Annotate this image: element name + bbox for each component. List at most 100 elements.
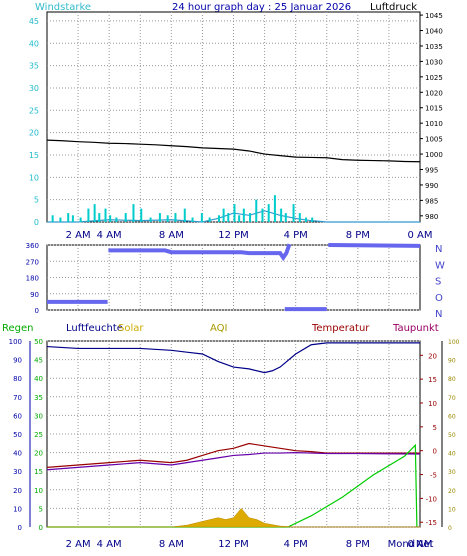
chart3-ytick-temp: -10 xyxy=(426,495,437,503)
chart3-ytick-humidity: 100 xyxy=(9,338,22,346)
chart3-ytick-temp: 15 xyxy=(428,376,437,384)
wind-gust-bar xyxy=(311,217,314,222)
chart3-ytick-rain: 10 xyxy=(34,487,43,495)
chart3-xtick: 8 PM xyxy=(346,539,370,550)
chart3-ytick-humidity: 10 xyxy=(13,505,22,513)
wind-gust-bar xyxy=(87,208,90,222)
wind-gust-bar xyxy=(174,213,177,222)
legend-item: Temperatur xyxy=(311,323,370,334)
chart1-xtick: 8 AM xyxy=(159,230,184,241)
chart2-compass-label: N xyxy=(435,309,442,320)
wind-gust-bar xyxy=(273,195,276,222)
chart1-xtick: 4 AM xyxy=(97,230,122,241)
chart1-ytick-right: 995 xyxy=(425,167,438,175)
chart3-ytick-solar: 0 xyxy=(448,525,452,532)
wind-gust-bar xyxy=(267,204,270,222)
chart3-ytick-rain: 45 xyxy=(34,357,43,365)
wind-gust-bar xyxy=(217,215,220,222)
chart1-xtick: 0 AM xyxy=(407,230,432,241)
chart3-xtick: 2 AM xyxy=(66,539,91,550)
legend-item: Taupunkt xyxy=(392,323,439,334)
chart2-compass-label: W xyxy=(435,260,445,271)
chart3-ytick-humidity: 90 xyxy=(13,357,22,365)
chart3-ytick-humidity: 60 xyxy=(13,412,22,420)
wind-gust-bar xyxy=(79,217,82,222)
chart1-plot: 45 40 35 30 25 20 15 10 5 0 1045 1040 1035 1030 1025 10… xyxy=(29,11,443,241)
chart1-ytick-right: 985 xyxy=(425,197,438,205)
chart3-ytick-rain: 20 xyxy=(34,450,43,458)
chart3-ytick-temp: -15 xyxy=(426,519,437,527)
chart1-ytick-right: 1045 xyxy=(425,12,443,20)
chart3-ytick-solar: 80 xyxy=(448,376,456,383)
chart3-xtick: 12 PM xyxy=(218,539,249,550)
chart3-xtick: 0 AM xyxy=(407,539,432,550)
chart1-ytick-right: 990 xyxy=(425,182,438,190)
wind-gust-bar xyxy=(51,215,54,222)
chart1-xtick: 12 PM xyxy=(218,230,249,241)
wind-gust-bar xyxy=(109,215,112,222)
chart3-ytick-solar: 70 xyxy=(448,395,456,402)
wind-gust-bar xyxy=(222,208,225,222)
wind-gust-bar xyxy=(115,217,118,222)
chart1-ytick-left: 35 xyxy=(29,62,39,71)
chart3-ytick-solar: 100 xyxy=(448,339,460,346)
chart3-ytick-rain: 30 xyxy=(34,412,43,420)
chart1-ytick-left: 40 xyxy=(29,39,39,48)
wind-direction-line xyxy=(328,243,421,248)
chart1-ytick-right: 1020 xyxy=(425,89,443,97)
wind-gust-bar xyxy=(124,213,127,222)
chart3-ytick-rain: 0 xyxy=(39,524,43,532)
wind-gust-bar xyxy=(255,199,258,222)
wind-gust-bar xyxy=(261,208,264,222)
chart1-ytick-left: 45 xyxy=(29,17,39,26)
chart3-ytick-humidity: 20 xyxy=(13,487,22,495)
legend-item: Solar xyxy=(118,323,144,334)
chart1-ytick-right: 1000 xyxy=(425,151,443,159)
chart2-compass-label: N xyxy=(435,244,442,255)
temperature-line xyxy=(46,442,420,468)
wind-gust-bar xyxy=(93,204,96,222)
wind-gust-bar xyxy=(71,215,74,222)
chart3-ytick-rain: 35 xyxy=(34,394,43,402)
chart3-xtick: 4 PM xyxy=(284,539,308,550)
wind-gust-bar xyxy=(59,217,62,222)
chart1-ytick-right: 1025 xyxy=(425,74,443,82)
chart3-ytick-humidity: 70 xyxy=(13,394,22,402)
chart2-ytick: 360 xyxy=(26,242,39,250)
chart1-ytick-right: 1030 xyxy=(425,58,443,66)
chart1-ytick-left: 0 xyxy=(34,218,39,227)
chart3-ytick-solar: 10 xyxy=(448,506,456,513)
chart1-ytick-right: 1010 xyxy=(425,120,443,128)
chart3-plot: 1009080706050403020100504540353025201510… xyxy=(9,338,460,550)
legend-item: AQI xyxy=(210,323,228,334)
wind-gust-bar xyxy=(242,208,245,222)
chart3-ytick-temp: 10 xyxy=(428,400,437,408)
wind-gust-bar xyxy=(191,217,194,222)
chart1-xtick: 8 PM xyxy=(346,230,370,241)
chart3-ytick-humidity: 50 xyxy=(13,431,22,439)
chart2-ytick: 90 xyxy=(30,291,39,299)
chart3-ytick-temp: 0 xyxy=(433,448,437,456)
chart3-ytick-rain: 25 xyxy=(34,431,43,439)
chart3-ytick-solar: 30 xyxy=(448,469,456,476)
chart1-ytick-right: 1035 xyxy=(425,43,443,51)
chart1-ytick-left: 20 xyxy=(29,129,39,138)
chart3-xtick: Net xyxy=(416,539,434,550)
chart1-ytick-left: 10 xyxy=(29,173,39,182)
wind-gust-bar xyxy=(233,204,236,222)
chart3-xtick: 4 AM xyxy=(97,539,122,550)
chart2-compass-label: O xyxy=(435,293,443,304)
chart3-ytick-humidity: 0 xyxy=(18,524,22,532)
chart3-ytick-rain: 50 xyxy=(34,338,43,346)
chart3-xtick: 8 AM xyxy=(159,539,184,550)
rain-line xyxy=(47,443,418,528)
chart3-ytick-humidity: 40 xyxy=(13,450,22,458)
chart2-compass-label: S xyxy=(435,277,441,288)
chart2-ytick: 0 xyxy=(35,307,39,315)
wind-gust-bar xyxy=(284,213,287,222)
wind-gust-bar xyxy=(140,208,143,222)
chart3-ytick-solar: 50 xyxy=(448,432,456,439)
chart2-ytick: 180 xyxy=(26,275,39,283)
chart3-ytick-humidity: 30 xyxy=(13,468,22,476)
